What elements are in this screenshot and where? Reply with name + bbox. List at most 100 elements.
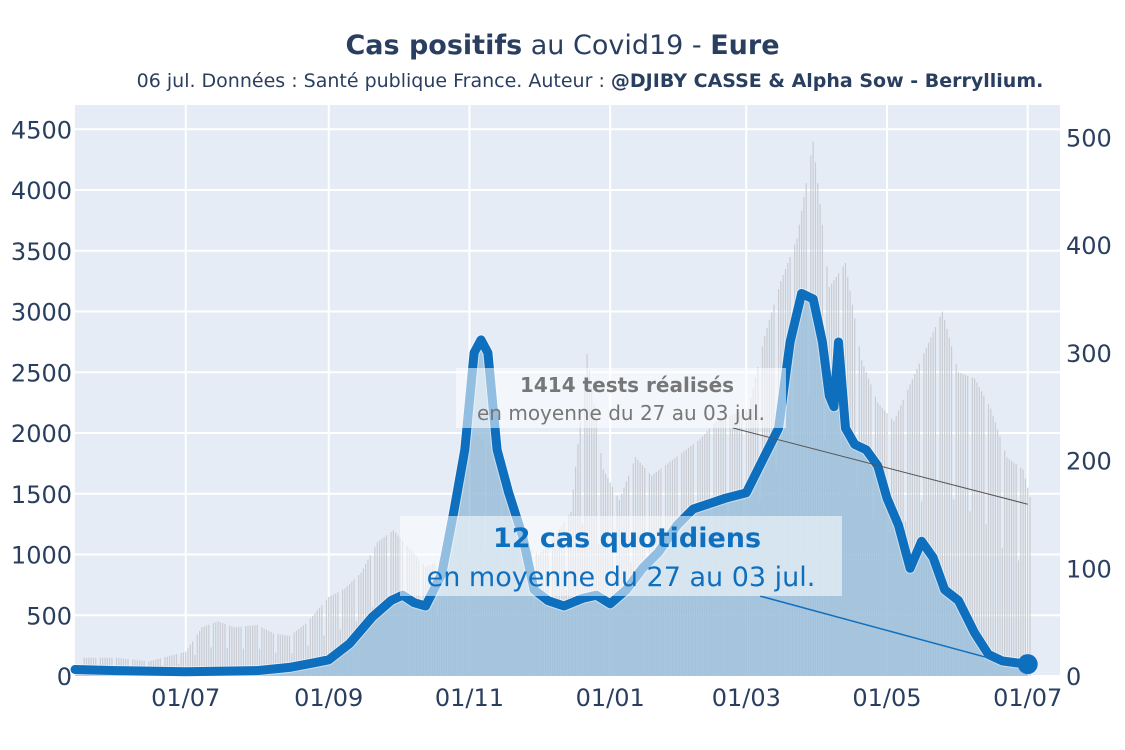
tests-bar [341,589,344,676]
y-left-tick-label: 1500 [11,481,72,509]
tests-bar [235,627,238,676]
tests-bar [960,373,962,676]
tests-bar [1017,560,1020,676]
tests-bar [1001,548,1003,676]
tests-bar [205,625,208,676]
tests-bar [344,588,346,676]
tests-bar [192,641,194,676]
tests-bar [990,408,992,676]
tests-bar [957,372,960,676]
tests-bar [261,627,263,676]
tests-bar [256,624,258,676]
tests-bar [293,632,295,676]
tests-bar [907,389,909,676]
x-tick-label: 01/03 [712,684,781,712]
tests-bar [1022,469,1024,676]
y-left-tick-label: 3500 [11,238,72,266]
tests-bar [314,613,316,676]
tests-bar [231,626,233,676]
chart-title: Cas positifs au Covid19 - Eure [0,30,1125,61]
tests-bar [212,623,215,676]
tests-bar [242,648,244,676]
tests-bar [187,648,189,676]
tests-bar [1013,462,1015,676]
tests-bar [950,346,953,676]
tests-bar [309,618,311,676]
subtitle-text: 06 jul. Données : Santé publique France.… [136,70,611,92]
tests-bar [171,655,173,676]
x-tick-label: 01/09 [294,684,363,712]
tests-bar [939,316,941,676]
tests-bar [1010,460,1013,676]
tests-bar [325,599,328,676]
tests-bar [272,633,274,676]
tests-bar [240,626,242,676]
tests-bar [918,363,920,676]
tests-bar [346,586,348,676]
tests-bar [911,379,913,676]
tests-bar [337,592,339,676]
tests-bar [328,597,330,676]
tests-bar [166,656,168,676]
tests-bar [1004,450,1006,676]
tests-bar [282,634,284,676]
tests-bar [358,574,360,676]
tests-bar [941,311,943,676]
tests-bar [321,605,323,676]
tests-bar [948,337,950,676]
cases-end-marker [1017,654,1038,675]
tests-bar [288,635,291,676]
tests-annotation-box [456,368,786,428]
y-right-tick-label: 300 [1066,340,1112,368]
tests-bar [978,387,980,676]
tests-bar [196,634,198,676]
tests-bar [980,391,983,676]
tests-bar [962,374,964,676]
tests-bar [1020,467,1022,676]
tests-bar [934,327,937,676]
cases-annotation-box [400,516,842,596]
subtitle-author: @DJIBY CASSE & Alpha Sow - Berryllium. [610,70,1044,92]
y-left-tick-label: 4000 [11,177,72,205]
tests-bar [245,626,247,676]
tests-bar [969,511,971,676]
tests-bar [219,622,221,676]
tests-bar [923,353,925,676]
tests-bar [316,610,318,676]
tests-bar [168,655,171,676]
tests-bar [182,652,185,676]
y-right-tick-label: 400 [1066,232,1112,260]
tests-bar [238,626,240,676]
tests-bar [305,623,307,676]
tests-bar [964,374,967,676]
tests-bar [194,654,196,676]
tests-bar [351,581,353,676]
tests-bar [233,627,235,676]
tests-bar [1008,459,1010,676]
tests-bar [208,624,210,676]
tests-bar [932,332,934,676]
y-left-tick-label: 1000 [11,542,72,570]
tests-bar [353,579,355,676]
tests-bar [955,363,957,676]
chart-subtitle: 06 jul. Données : Santé publique France.… [0,70,1125,92]
y-right-tick-label: 200 [1066,448,1112,476]
tests-bar [224,623,226,676]
x-tick-label: 01/01 [576,684,645,712]
tests-bar [1006,457,1008,676]
tests-bar [203,626,205,676]
title-bold-1: Cas positifs [345,30,523,61]
tests-bar [263,628,265,676]
tests-bar [914,374,916,676]
tests-bar [992,415,994,676]
y-left-tick-label: 2000 [11,420,72,448]
tests-bar [930,337,932,676]
tests-bar [300,627,302,676]
tests-bar [226,647,228,676]
tests-bar [258,648,261,676]
title-mid: au Covid19 - [522,30,711,61]
tests-bar [217,621,219,676]
x-tick-label: 01/05 [852,684,921,712]
y-left-tick-label: 500 [26,602,72,630]
tests-bar [1029,496,1031,676]
